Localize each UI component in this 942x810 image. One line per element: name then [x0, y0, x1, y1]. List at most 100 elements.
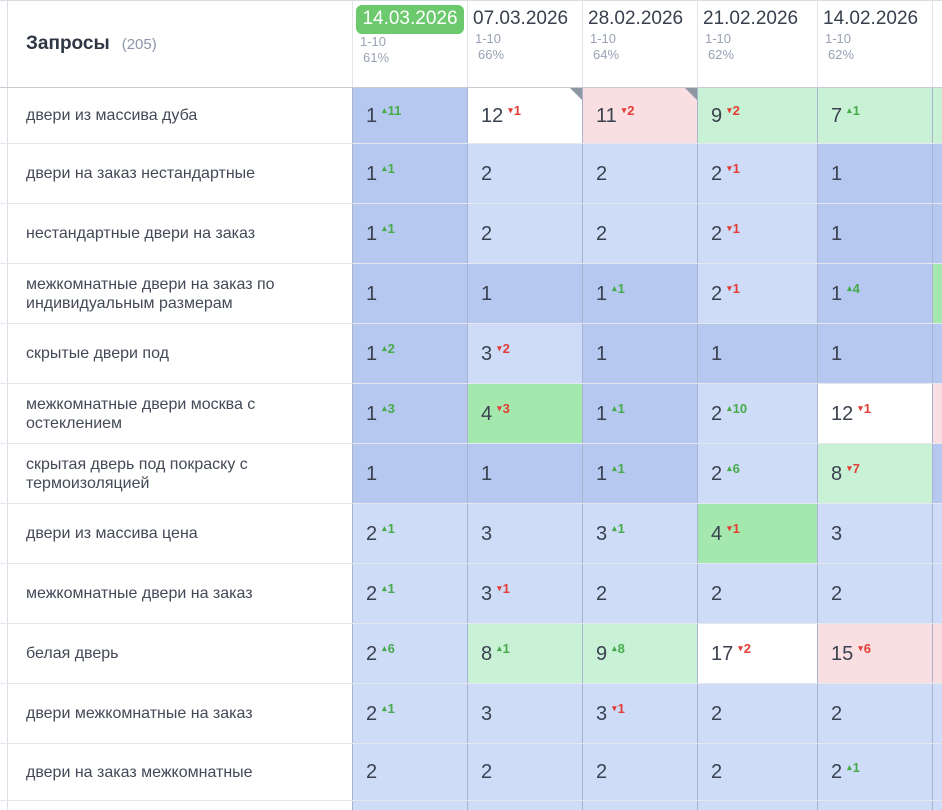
position-cell[interactable]: 17 ▾ 2	[697, 624, 817, 683]
up-arrow-icon: ▴	[847, 105, 852, 115]
position-cell-partial[interactable]	[932, 564, 942, 623]
position-cell[interactable]: 4 ▾ 3	[467, 384, 582, 443]
position-cell[interactable]: 12 ▾ 1	[467, 88, 582, 143]
position-cell[interactable]: 1	[817, 144, 932, 203]
position-cell-partial[interactable]	[932, 444, 942, 503]
position-cell-partial[interactable]	[932, 684, 942, 743]
position-cell[interactable]: 4 ▾ 1	[697, 504, 817, 563]
keyword-cell[interactable]: двери из массива цена	[8, 504, 352, 563]
column-header-date[interactable]: 28.02.2026 1-10 64%	[582, 1, 697, 87]
position-cell[interactable]: 1 ▴ 4	[817, 264, 932, 323]
position-cell[interactable]: 2	[582, 204, 697, 263]
keyword-cell[interactable]: межкомнатные двери на заказ	[8, 564, 352, 623]
column-header-date[interactable]: 21.02.2026 1-10 62%	[697, 1, 817, 87]
position-cell[interactable]: 2	[697, 744, 817, 800]
position-cell-partial[interactable]	[932, 204, 942, 263]
keyword-cell[interactable]: белая дверь	[8, 624, 352, 683]
position-cell[interactable]: 2	[467, 204, 582, 263]
position-cell[interactable]: 2	[467, 144, 582, 203]
position-cell[interactable]: 1 ▴ 1	[582, 444, 697, 503]
position-cell[interactable]: 2	[582, 744, 697, 800]
position-cell-partial[interactable]	[932, 264, 942, 323]
column-header-date[interactable]	[932, 1, 942, 87]
position-cell[interactable]: 15 ▾ 6	[817, 624, 932, 683]
visibility-percent-label: 66%	[478, 47, 505, 62]
column-header-date[interactable]: 07.03.2026 1-10 66%	[467, 1, 582, 87]
keyword-cell[interactable]: двери на заказ межкомнатные	[8, 744, 352, 800]
position-cell[interactable]: 2 ▴ 1	[817, 744, 932, 800]
position-cell[interactable]: 1 ▴ 11	[352, 88, 467, 143]
position-cell[interactable]: 1	[467, 264, 582, 323]
position-cell[interactable]: 2 ▴ 1	[352, 684, 467, 743]
keyword-cell[interactable]: скрытые двери под	[8, 324, 352, 383]
position-cell-partial[interactable]	[932, 88, 942, 143]
position-cell-partial[interactable]	[932, 384, 942, 443]
position-cell[interactable]: 2	[352, 744, 467, 800]
position-cell[interactable]	[352, 801, 467, 810]
position-cell[interactable]: 1	[697, 324, 817, 383]
keyword-cell[interactable]: скрытая дверь под покраску с термоизоляц…	[8, 444, 352, 503]
position-cell[interactable]: 7 ▴ 1	[817, 88, 932, 143]
position-cell[interactable]: 3 ▴ 1	[582, 504, 697, 563]
position-cell[interactable]: 1 ▴ 2	[352, 324, 467, 383]
position-cell[interactable]: 2 ▴ 10	[697, 384, 817, 443]
position-cell-partial[interactable]	[932, 504, 942, 563]
position-cell[interactable]	[467, 801, 582, 810]
position-cell[interactable]: 2 ▴ 1	[352, 504, 467, 563]
position-cell[interactable]: 1 ▴ 1	[582, 264, 697, 323]
position-cell[interactable]: 2	[582, 144, 697, 203]
position-cell[interactable]: 2	[582, 564, 697, 623]
keyword-cell[interactable]: межкомнатные двери москва с остеклением	[8, 384, 352, 443]
keyword-label: двери на заказ нестандартные	[26, 165, 256, 182]
keyword-cell[interactable]: нестандартные двери на заказ	[8, 204, 352, 263]
column-header-date[interactable]: 14.02.2026 1-10 62%	[817, 1, 932, 87]
position-cell-partial[interactable]	[932, 801, 942, 810]
position-cell[interactable]: 1	[352, 264, 467, 323]
position-cell[interactable]	[582, 801, 697, 810]
position-cell[interactable]: 2	[697, 564, 817, 623]
position-cell[interactable]: 2 ▾ 1	[697, 264, 817, 323]
position-cell-partial[interactable]	[932, 744, 942, 800]
position-cell[interactable]: 2 ▴ 6	[697, 444, 817, 503]
position-cell[interactable]: 2 ▴ 1	[352, 564, 467, 623]
position-cell[interactable]: 2	[817, 684, 932, 743]
keyword-cell[interactable]: межкомнатные двери на заказ по индивидуа…	[8, 264, 352, 323]
position-cell[interactable]	[697, 801, 817, 810]
position-cell[interactable]: 8 ▾ 7	[817, 444, 932, 503]
position-cell[interactable]: 1	[467, 444, 582, 503]
position-cell[interactable]: 1	[817, 204, 932, 263]
position-cell[interactable]: 3	[467, 684, 582, 743]
position-cell[interactable]: 9 ▾ 2	[697, 88, 817, 143]
position-cell-partial[interactable]	[932, 144, 942, 203]
position-cell[interactable]: 2	[467, 744, 582, 800]
keyword-cell[interactable]: двери межкомнатные на заказ	[8, 684, 352, 743]
position-cell[interactable]: 1	[817, 324, 932, 383]
keyword-cell[interactable]: двери на заказ нестандартные	[8, 144, 352, 203]
position-cell[interactable]: 3 ▾ 1	[582, 684, 697, 743]
position-cell[interactable]: 2 ▾ 1	[697, 144, 817, 203]
position-cell-partial[interactable]	[932, 624, 942, 683]
position-cell[interactable]: 2	[817, 564, 932, 623]
position-cell[interactable]: 1 ▴ 1	[352, 144, 467, 203]
position-cell[interactable]: 3 ▾ 2	[467, 324, 582, 383]
keyword-cell[interactable]	[8, 801, 352, 810]
position-cell[interactable]: 2 ▾ 1	[697, 204, 817, 263]
position-cell[interactable]: 8 ▴ 1	[467, 624, 582, 683]
position-cell[interactable]: 1 ▴ 1	[352, 204, 467, 263]
position-cell[interactable]: 2	[697, 684, 817, 743]
position-cell[interactable]: 2 ▴ 6	[352, 624, 467, 683]
position-cell[interactable]: 3	[817, 504, 932, 563]
position-cell-partial[interactable]	[932, 324, 942, 383]
column-header-date[interactable]: 14.03.2026 1-10 61%	[352, 1, 467, 87]
position-cell[interactable]: 3 ▾ 1	[467, 564, 582, 623]
keyword-cell[interactable]: двери из массива дуба	[8, 88, 352, 143]
position-cell[interactable]: 1	[352, 444, 467, 503]
position-cell[interactable]: 1	[582, 324, 697, 383]
position-cell[interactable]: 12 ▾ 1	[817, 384, 932, 443]
position-cell[interactable]: 1 ▴ 1	[582, 384, 697, 443]
position-cell[interactable]	[817, 801, 932, 810]
position-cell[interactable]: 1 ▴ 3	[352, 384, 467, 443]
position-cell[interactable]: 9 ▴ 8	[582, 624, 697, 683]
position-cell[interactable]: 11 ▾ 2	[582, 88, 697, 143]
position-cell[interactable]: 3	[467, 504, 582, 563]
